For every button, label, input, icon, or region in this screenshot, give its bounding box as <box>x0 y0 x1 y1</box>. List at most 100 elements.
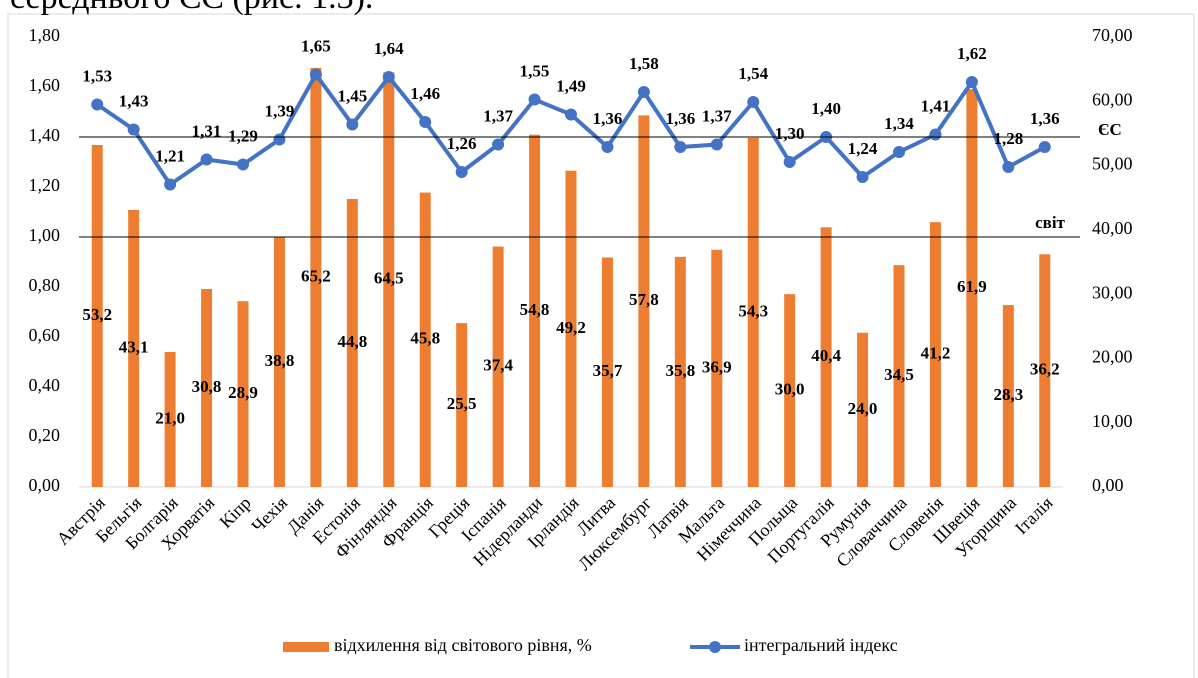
bar <box>893 265 905 487</box>
data-label: 35,7 <box>593 361 623 380</box>
line-marker <box>1038 141 1051 153</box>
y2-tick-label: 30,00 <box>1092 282 1133 302</box>
data-label: 1,36 <box>665 109 695 128</box>
bar <box>237 301 249 487</box>
bar <box>529 134 541 487</box>
data-label: 30,0 <box>775 379 805 398</box>
y2-tick-label: 60,00 <box>1092 89 1133 109</box>
data-label: 24,0 <box>848 399 878 418</box>
y-tick-label: 1,20 <box>29 175 61 195</box>
bar <box>747 137 759 487</box>
bar <box>966 89 978 488</box>
data-label: 61,9 <box>957 277 987 296</box>
bar <box>1002 305 1014 487</box>
bar <box>857 332 869 487</box>
y2-tick-label: 70,00 <box>1092 25 1133 45</box>
y2-tick-label: 40,00 <box>1092 218 1133 238</box>
data-label: 41,2 <box>921 343 951 362</box>
legend-swatch <box>283 642 329 652</box>
data-label: 1,64 <box>374 39 404 58</box>
data-label: 28,9 <box>228 383 258 402</box>
x-tick-label: Чехія <box>248 493 292 537</box>
bar <box>638 115 650 487</box>
bar <box>346 199 358 487</box>
data-label: 54,3 <box>738 301 768 320</box>
line-marker <box>455 166 468 178</box>
reference-label: ЄС <box>1098 120 1122 139</box>
chart-frame <box>7 13 1195 678</box>
y2-tick-label: 50,00 <box>1092 154 1133 174</box>
data-label: 38,8 <box>265 351 295 370</box>
bar <box>419 192 431 488</box>
y2-tick-label: 0,00 <box>1092 475 1124 495</box>
reference-label: світ <box>1035 213 1065 232</box>
data-label: 1,55 <box>520 61 550 80</box>
data-label: 1,28 <box>993 129 1023 148</box>
bar <box>492 246 504 487</box>
line-marker <box>565 108 577 121</box>
line-marker <box>419 116 432 128</box>
line-marker <box>601 141 614 153</box>
data-label: 1,30 <box>775 124 805 143</box>
line-marker <box>710 138 723 151</box>
y-tick-label: 1,40 <box>29 125 61 145</box>
legend-label: відхилення від світового рівня, % <box>334 635 592 655</box>
bar <box>201 289 213 487</box>
data-label: 1,37 <box>702 106 732 125</box>
data-label: 40,4 <box>811 346 841 365</box>
data-label: 1,37 <box>483 106 513 125</box>
line-marker <box>492 138 505 151</box>
data-label: 34,5 <box>884 365 914 384</box>
y-tick-label: 0,20 <box>29 425 61 445</box>
data-label: 1,31 <box>192 121 222 140</box>
line-marker <box>127 123 140 136</box>
data-label: 45,8 <box>410 329 440 348</box>
data-label: 1,21 <box>155 146 185 165</box>
data-label: 43,1 <box>119 337 149 356</box>
data-label: 1,40 <box>811 99 841 118</box>
line-marker <box>528 93 541 106</box>
data-label: 1,49 <box>556 76 586 95</box>
x-tick-label: Кіпр <box>215 493 254 532</box>
data-label: 53,2 <box>82 305 112 324</box>
data-label: 35,8 <box>665 361 695 380</box>
line-marker <box>856 171 869 183</box>
bar <box>820 227 832 488</box>
data-label: 1,58 <box>629 54 659 73</box>
data-label: 1,46 <box>410 84 440 103</box>
bar <box>601 257 613 487</box>
bar <box>164 352 176 487</box>
data-label: 54,8 <box>520 300 550 319</box>
line-marker <box>273 133 286 146</box>
data-label: 1,29 <box>228 126 258 145</box>
data-label: 1,36 <box>1030 109 1060 128</box>
line-marker <box>346 118 359 131</box>
line-marker <box>237 158 249 171</box>
data-label: 1,34 <box>884 114 914 133</box>
data-label: 57,8 <box>629 290 659 309</box>
data-label: 1,53 <box>82 66 112 85</box>
data-label: 25,5 <box>447 394 477 413</box>
data-label: 1,41 <box>921 96 951 115</box>
line-marker <box>965 76 978 88</box>
bar <box>91 145 103 487</box>
y2-tick-label: 20,00 <box>1092 347 1133 367</box>
data-label: 65,2 <box>301 266 331 285</box>
y-tick-label: 0,80 <box>29 275 61 295</box>
data-label: 44,8 <box>337 332 367 351</box>
data-label: 36,9 <box>702 357 732 376</box>
data-label: 1,62 <box>957 44 987 63</box>
data-label: 1,24 <box>848 139 878 158</box>
data-label: 64,5 <box>374 269 404 288</box>
line-marker <box>382 71 395 83</box>
bar <box>784 294 796 487</box>
data-label: 36,2 <box>1030 360 1060 379</box>
y-tick-label: 1,00 <box>29 225 61 245</box>
data-label: 28,3 <box>993 385 1023 404</box>
data-label: 30,8 <box>192 377 222 396</box>
line-marker <box>637 86 650 98</box>
line-marker <box>1002 161 1015 173</box>
line-marker <box>164 178 177 191</box>
bar <box>565 170 577 487</box>
